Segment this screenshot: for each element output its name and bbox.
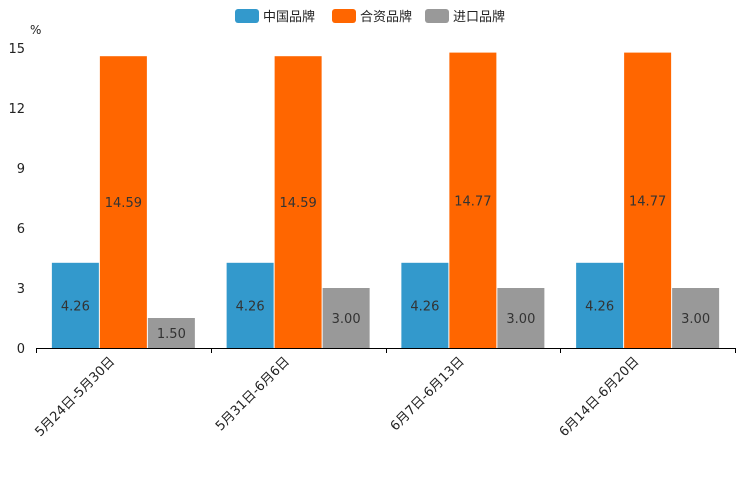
- bar-series1-cat4[interactable]: [576, 262, 624, 348]
- data-label: 4.26: [236, 299, 265, 314]
- y-tick-label: 12: [8, 102, 25, 117]
- data-label: 3.00: [506, 312, 535, 327]
- x-tick-label: 5月31日-6月6日: [213, 354, 293, 434]
- bar-series1-cat2[interactable]: [226, 262, 274, 348]
- legend-label-2[interactable]: 合资品牌: [360, 9, 412, 25]
- legend-label-1[interactable]: 中国品牌: [263, 9, 315, 25]
- bar-series2-cat2[interactable]: [274, 56, 322, 348]
- plot-area: 4.26 14.59 1.50 4.26 14.59 3.00 4.26 14.77 3.00 4…: [51, 52, 720, 348]
- x-tick-label: 5月24日-5月30日: [32, 354, 118, 440]
- y-tick-label: 0: [17, 342, 25, 357]
- data-label: 3.00: [681, 312, 710, 327]
- bar-series1-cat1[interactable]: [51, 262, 99, 348]
- data-label: 1.50: [157, 327, 186, 342]
- legend: 中国品牌 合资品牌 进口品牌: [235, 9, 505, 25]
- bar-series2-cat4[interactable]: [624, 52, 672, 348]
- bar-series3-cat3[interactable]: [497, 288, 545, 348]
- y-tick-label: 3: [17, 282, 25, 297]
- x-tick-label: 6月7日-6月13日: [388, 354, 468, 434]
- y-axis: 0 3 6 9 12 15: [8, 42, 25, 357]
- data-label: 4.26: [410, 299, 439, 314]
- legend-label-3[interactable]: 进口品牌: [453, 9, 505, 25]
- bar-series3-cat2[interactable]: [322, 288, 370, 348]
- legend-swatch-2[interactable]: [332, 9, 356, 23]
- y-tick-label: 6: [17, 222, 25, 237]
- y-axis-unit: %: [30, 23, 41, 37]
- data-label: 4.26: [61, 299, 90, 314]
- legend-swatch-1[interactable]: [235, 9, 259, 23]
- bar-series3-cat1[interactable]: [147, 318, 195, 348]
- bar-series1-cat3[interactable]: [401, 262, 449, 348]
- y-tick-label: 15: [8, 42, 25, 57]
- data-label: 14.77: [454, 194, 491, 209]
- x-tick-label: 6月14日-6月20日: [557, 354, 643, 440]
- legend-swatch-3[interactable]: [425, 9, 449, 23]
- data-label: 3.00: [332, 312, 361, 327]
- y-tick-label: 9: [17, 162, 25, 177]
- bar-series3-cat4[interactable]: [672, 288, 720, 348]
- data-label: 14.77: [629, 194, 666, 209]
- bar-series2-cat1[interactable]: [99, 56, 147, 348]
- data-label: 4.26: [585, 299, 614, 314]
- data-label: 14.59: [105, 196, 142, 211]
- x-axis: 5月24日-5月30日 5月31日-6月6日 6月7日-6月13日 6月14日-6月2…: [32, 348, 736, 440]
- bar-series2-cat3[interactable]: [449, 52, 497, 348]
- data-label: 14.59: [280, 196, 317, 211]
